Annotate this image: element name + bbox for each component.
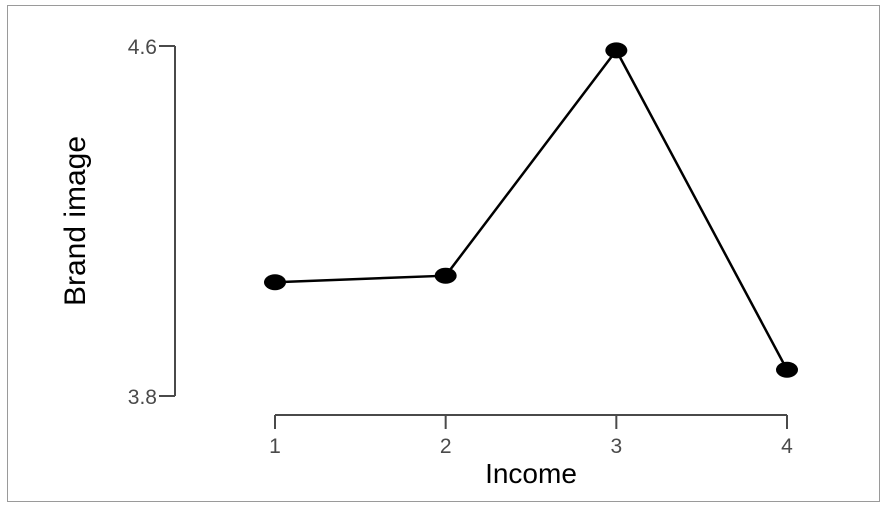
series-line	[274, 49, 789, 371]
data-point	[605, 42, 628, 59]
data-point	[264, 274, 286, 291]
data-point	[776, 361, 798, 378]
x-tick-label: 3	[610, 435, 622, 458]
y-axis-title: Brand image	[59, 136, 92, 306]
y-tick-label: 4.6	[128, 36, 157, 59]
x-tick-label: 1	[269, 435, 281, 458]
y-tick-label: 3.8	[128, 386, 157, 409]
x-tick-label: 4	[781, 435, 793, 458]
chart-frame	[7, 5, 880, 502]
data-point	[434, 267, 457, 284]
x-axis-title: Income	[485, 458, 577, 489]
x-tick-label: 2	[440, 435, 452, 458]
series-layer	[264, 42, 798, 378]
x-axis: 1 2 3 4	[269, 414, 793, 458]
y-axis: 3.8 4.6	[128, 36, 176, 409]
